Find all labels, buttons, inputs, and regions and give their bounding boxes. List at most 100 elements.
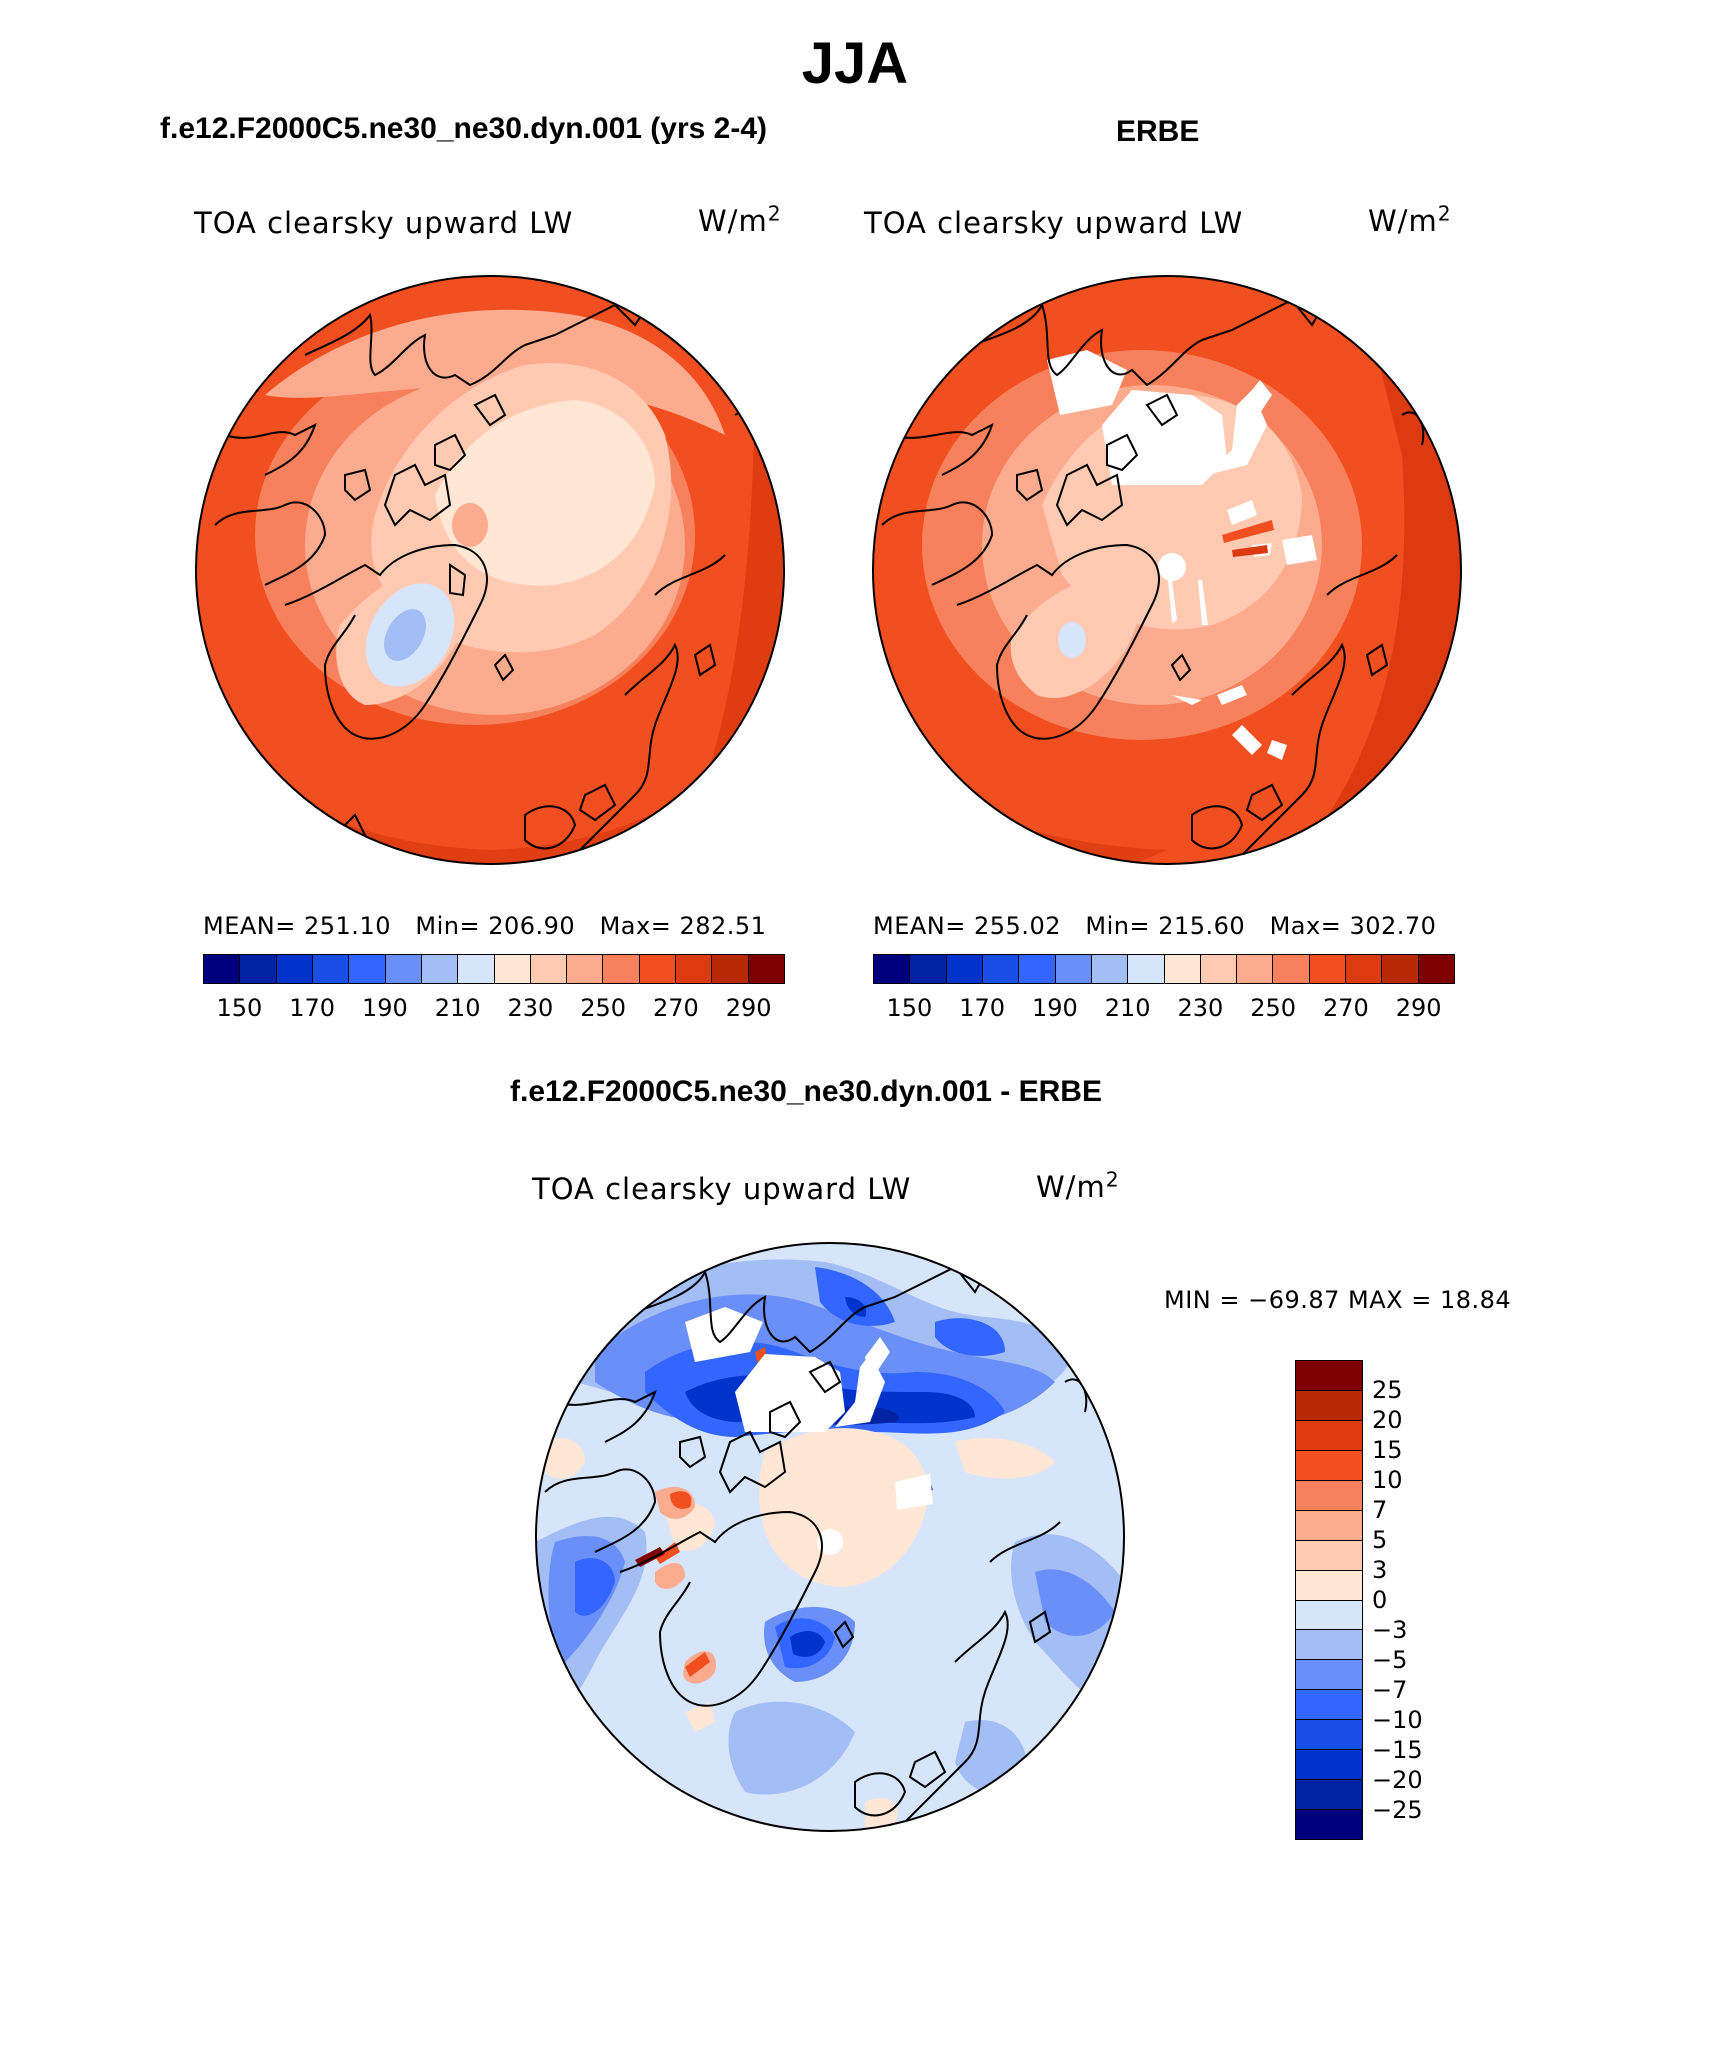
colorbar-tick-label: 290	[725, 994, 772, 1022]
colorbar-swatch	[1296, 1450, 1362, 1481]
obs-field-greenland-min	[1058, 622, 1086, 658]
colorbar-swatch	[1296, 1660, 1362, 1691]
diff-units-label: W/m2	[1036, 1167, 1120, 1204]
model-polar-map	[195, 275, 785, 865]
colorbar-swatch	[603, 955, 640, 983]
colorbar-swatch	[1296, 1720, 1362, 1751]
colorbar-tick-label: 170	[959, 994, 1006, 1022]
diff-colorbar	[1295, 1360, 1363, 1840]
colorbar-swatch	[1309, 955, 1347, 983]
right-panel-title: ERBE	[1116, 115, 1200, 148]
left-units-label: W/m2	[698, 201, 782, 238]
colorbar-swatch	[1296, 1510, 1362, 1541]
model-field-north-band	[265, 309, 725, 435]
colorbar-swatch	[1382, 955, 1419, 983]
model-map-border	[195, 275, 785, 865]
colorbar-tick-label: 15	[1372, 1436, 1403, 1464]
colorbar-swatch	[1418, 955, 1454, 983]
diff-polar-map	[535, 1242, 1125, 1832]
diff-coastlines	[544, 1256, 1088, 1823]
diff-variable-label: TOA clearsky upward LW	[532, 1172, 912, 1206]
obs-coastlines	[881, 289, 1425, 856]
right-variable-label: TOA clearsky upward LW	[864, 206, 1244, 240]
colorbar-tick-label: 150	[886, 994, 933, 1022]
colorbar-swatch	[1296, 1420, 1362, 1451]
colorbar-swatch	[1296, 1750, 1362, 1781]
colorbar-swatch	[1296, 1780, 1362, 1811]
colorbar-swatch	[982, 955, 1020, 983]
colorbar-swatch	[1296, 1361, 1362, 1391]
diff-stats: MIN = −69.87 MAX = 18.84	[1164, 1286, 1512, 1314]
colorbar-tick-label: 7	[1372, 1496, 1388, 1524]
colorbar-tick-label: −15	[1372, 1736, 1423, 1764]
colorbar-tick-label: 270	[652, 994, 699, 1022]
model-field-greenland-core	[384, 609, 426, 661]
colorbar-tick-label: 25	[1372, 1376, 1403, 1404]
colorbar-tick-label: 0	[1372, 1586, 1388, 1614]
colorbar-swatch	[1296, 1390, 1362, 1421]
colorbar-swatch	[1296, 1810, 1362, 1839]
colorbar-swatch	[676, 955, 713, 983]
colorbar-tick-label: 230	[507, 994, 554, 1022]
colorbar-swatch	[567, 955, 604, 983]
colorbar-swatch	[748, 955, 784, 983]
colorbar-swatch	[1164, 955, 1201, 983]
colorbar-tick-label: −5	[1372, 1646, 1408, 1674]
obs-map-border	[872, 275, 1462, 865]
colorbar-swatch	[421, 955, 459, 983]
colorbar-swatch	[458, 955, 495, 983]
diff-map-border	[535, 1242, 1125, 1832]
colorbar-swatch	[910, 955, 947, 983]
colorbar-swatch	[385, 955, 422, 983]
obs-field-streak-2	[1232, 545, 1268, 557]
right-units-label: W/m2	[1368, 201, 1452, 238]
colorbar-swatch	[1296, 1540, 1362, 1571]
colorbar-tick-label: −7	[1372, 1676, 1408, 1704]
diff-field-pos0	[545, 1428, 1055, 1831]
colorbar-tick-label: −3	[1372, 1616, 1408, 1644]
colorbar-tick-label: 10	[1372, 1466, 1403, 1494]
colorbar-swatch	[1296, 1600, 1362, 1631]
colorbar-tick-label: −20	[1372, 1766, 1423, 1794]
colorbar-tick-label: 290	[1395, 994, 1442, 1022]
colorbar-swatch	[530, 955, 568, 983]
colorbar-swatch	[204, 955, 241, 983]
colorbar-swatch	[276, 955, 313, 983]
colorbar-swatch	[494, 955, 531, 983]
colorbar-tick-label: 5	[1372, 1526, 1388, 1554]
colorbar-tick-label: 210	[1104, 994, 1151, 1022]
model-field-ring-220	[435, 400, 655, 586]
colorbar-tick-label: 210	[434, 994, 481, 1022]
colorbar-swatch	[1296, 1630, 1362, 1661]
colorbar-swatch	[712, 955, 749, 983]
colorbar-tick-label: 230	[1177, 994, 1224, 1022]
colorbar-swatch	[1237, 955, 1274, 983]
model-coastlines	[214, 294, 758, 856]
left-variable-label: TOA clearsky upward LW	[194, 206, 574, 240]
colorbar-swatch	[240, 955, 277, 983]
colorbar-swatch	[1296, 1690, 1362, 1721]
colorbar-tick-label: 250	[580, 994, 627, 1022]
colorbar-swatch	[1296, 1570, 1362, 1601]
colorbar-swatch	[349, 955, 386, 983]
obs-colorbar	[873, 954, 1455, 984]
colorbar-tick-label: 190	[1031, 994, 1078, 1022]
left-panel-title: f.e12.F2000C5.ne30_ne30.dyn.001 (yrs 2-4…	[160, 112, 768, 145]
colorbar-swatch	[1055, 955, 1092, 983]
diff-panel-title: f.e12.F2000C5.ne30_ne30.dyn.001 - ERBE	[510, 1075, 1102, 1108]
model-stats: MEAN= 251.10 Min= 206.90 Max= 282.51	[203, 912, 767, 940]
colorbar-swatch	[1346, 955, 1383, 983]
colorbar-tick-label: 3	[1372, 1556, 1388, 1584]
model-colorbar	[203, 954, 785, 984]
colorbar-swatch	[946, 955, 983, 983]
obs-stats: MEAN= 255.02 Min= 215.60 Max= 302.70	[873, 912, 1437, 940]
colorbar-tick-label: 150	[216, 994, 263, 1022]
colorbar-swatch	[1019, 955, 1056, 983]
colorbar-swatch	[1128, 955, 1165, 983]
model-field-patch	[452, 503, 488, 547]
colorbar-swatch	[1200, 955, 1238, 983]
figure-title: JJA	[801, 31, 909, 96]
colorbar-tick-label: 190	[361, 994, 408, 1022]
colorbar-swatch	[1296, 1480, 1362, 1511]
obs-field-streak	[1222, 520, 1274, 543]
